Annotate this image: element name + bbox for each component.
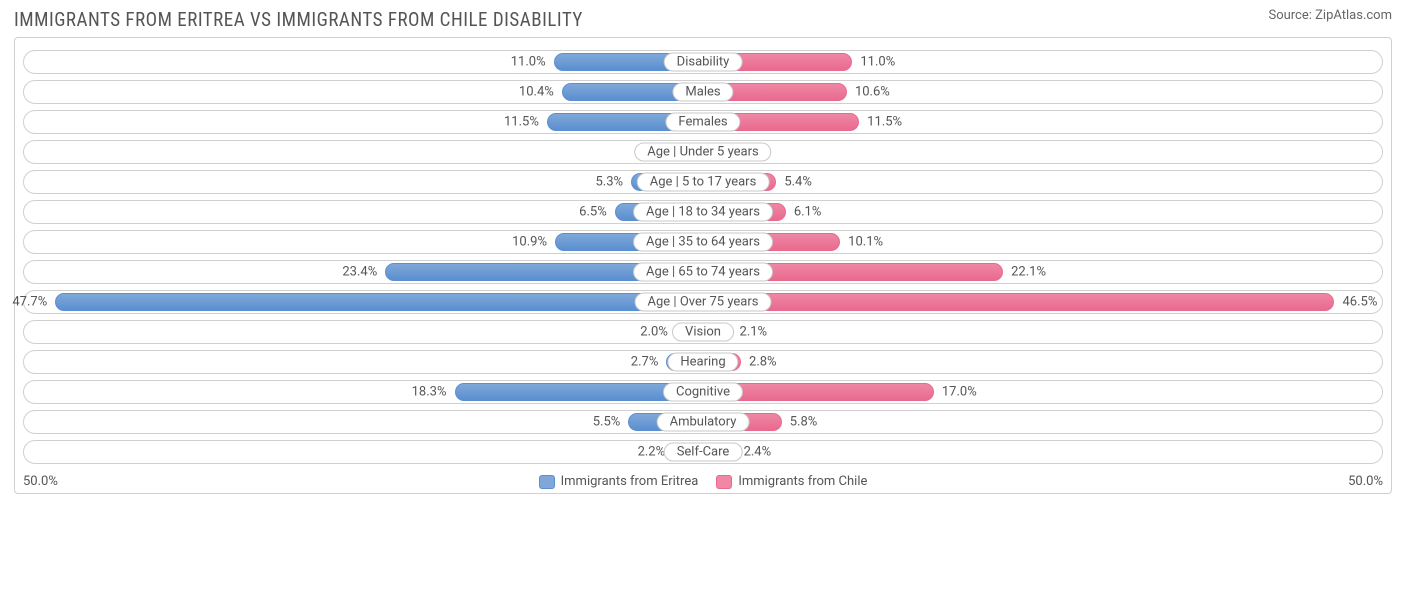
pct-left: 18.3% xyxy=(412,385,447,400)
category-label: Cognitive xyxy=(663,383,743,402)
axis-max-right: 50.0% xyxy=(1348,474,1383,489)
axis-max-left: 50.0% xyxy=(23,474,58,489)
pct-right: 11.5% xyxy=(867,115,902,130)
pct-left: 2.7% xyxy=(631,355,659,370)
pct-left: 23.4% xyxy=(342,265,377,280)
legend: Immigrants from Eritrea Immigrants from … xyxy=(539,474,868,489)
bar-row: 6.5% 6.1% Age | 18 to 34 years xyxy=(23,200,1383,224)
category-label: Age | 18 to 34 years xyxy=(633,203,773,222)
bar-row: 1.2%1.3%Age | Under 5 years xyxy=(23,140,1383,164)
bar-row: 11.5% 11.5% Females xyxy=(23,110,1383,134)
chart-title: IMMIGRANTS FROM ERITREA VS IMMIGRANTS FR… xyxy=(14,8,583,31)
legend-label-right: Immigrants from Chile xyxy=(738,474,867,489)
category-label: Age | 5 to 17 years xyxy=(637,173,770,192)
legend-label-left: Immigrants from Eritrea xyxy=(561,474,699,489)
legend-swatch-left-icon xyxy=(539,475,555,489)
pct-right: 5.4% xyxy=(784,175,812,190)
pct-left: 5.3% xyxy=(595,175,623,190)
pct-right: 22.1% xyxy=(1011,265,1046,280)
pct-right: 6.1% xyxy=(794,205,822,220)
pct-left: 11.5% xyxy=(504,115,539,130)
category-label: Vision xyxy=(672,323,734,342)
rows-container: 11.0% 11.0% Disability 10.4% 10.6% Males 11.5%… xyxy=(15,50,1391,464)
bar-row: 47.7%46.5%Age | Over 75 years xyxy=(23,290,1383,314)
chart-footer: 50.0% Immigrants from Eritrea Immigrants… xyxy=(15,470,1391,489)
category-label: Males xyxy=(672,83,733,102)
chart-header: IMMIGRANTS FROM ERITREA VS IMMIGRANTS FR… xyxy=(0,0,1406,37)
pct-left: 10.4% xyxy=(519,85,554,100)
pct-left: 2.0% xyxy=(640,325,668,340)
category-label: Age | Over 75 years xyxy=(635,293,772,312)
source-attribution: Source: ZipAtlas.com xyxy=(1268,8,1392,23)
bar-right xyxy=(703,293,1334,311)
legend-item-left: Immigrants from Eritrea xyxy=(539,474,699,489)
chart-area: 11.0% 11.0% Disability 10.4% 10.6% Males 11.5%… xyxy=(14,37,1392,494)
category-label: Ambulatory xyxy=(657,413,750,432)
category-label: Age | Under 5 years xyxy=(634,143,771,162)
category-label: Self-Care xyxy=(664,443,743,462)
pct-right: 5.8% xyxy=(790,415,818,430)
pct-right: 46.5% xyxy=(1342,295,1377,310)
category-label: Age | 65 to 74 years xyxy=(633,263,773,282)
pct-left: 6.5% xyxy=(579,205,607,220)
pct-right: 2.8% xyxy=(749,355,777,370)
category-label: Hearing xyxy=(667,353,738,372)
pct-right: 2.4% xyxy=(744,445,772,460)
bar-row: 10.9% 10.1% Age | 35 to 64 years xyxy=(23,230,1383,254)
legend-swatch-right-icon xyxy=(716,475,732,489)
pct-right: 10.1% xyxy=(848,235,883,250)
pct-left: 10.9% xyxy=(512,235,547,250)
category-label: Age | 35 to 64 years xyxy=(633,233,773,252)
bar-row: 2.0% 2.1% Vision xyxy=(23,320,1383,344)
pct-left: 47.7% xyxy=(12,295,47,310)
pct-left: 11.0% xyxy=(511,55,546,70)
bar-row: 5.3% 5.4% Age | 5 to 17 years xyxy=(23,170,1383,194)
bar-row: 10.4% 10.6% Males xyxy=(23,80,1383,104)
bar-row: 11.0% 11.0% Disability xyxy=(23,50,1383,74)
bar-row: 23.4% 22.1% Age | 65 to 74 years xyxy=(23,260,1383,284)
pct-left: 5.5% xyxy=(593,415,621,430)
pct-right: 10.6% xyxy=(855,85,890,100)
category-label: Females xyxy=(665,113,740,132)
bar-left xyxy=(55,293,703,311)
bar-row: 18.3% 17.0% Cognitive xyxy=(23,380,1383,404)
bar-row: 2.7% 2.8% Hearing xyxy=(23,350,1383,374)
pct-left: 2.2% xyxy=(638,445,666,460)
pct-right: 17.0% xyxy=(942,385,977,400)
bar-row: 2.2% 2.4%Self-Care xyxy=(23,440,1383,464)
pct-right: 11.0% xyxy=(860,55,895,70)
bar-row: 5.5% 5.8% Ambulatory xyxy=(23,410,1383,434)
legend-item-right: Immigrants from Chile xyxy=(716,474,867,489)
pct-right: 2.1% xyxy=(740,325,768,340)
category-label: Disability xyxy=(664,53,743,72)
